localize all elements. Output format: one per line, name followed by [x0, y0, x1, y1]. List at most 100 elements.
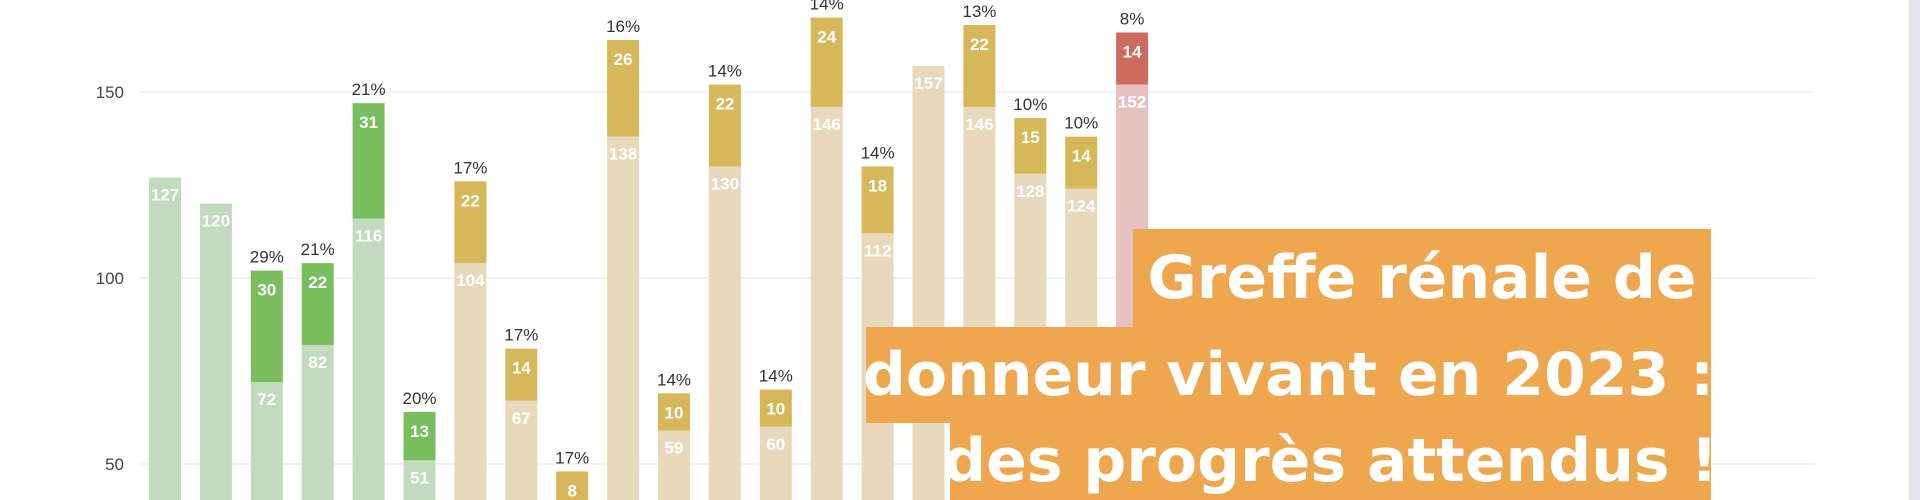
- bar-10: 138 26 16%: [606, 17, 640, 500]
- base-value-label: 146: [813, 115, 841, 134]
- percent-label: 21%: [352, 80, 386, 99]
- base-value-label: 51: [410, 468, 429, 487]
- top-value-label: 15: [1021, 128, 1040, 147]
- right-edge-strip: [1909, 0, 1920, 500]
- top-value-label: 14: [1072, 147, 1091, 166]
- bar-base-segment: [301, 344, 334, 500]
- base-value-label: 127: [151, 186, 179, 205]
- bar-base-segment: [454, 263, 487, 500]
- bar-top-segment: [607, 39, 640, 137]
- base-value-label: 116: [355, 226, 382, 245]
- percent-label: 20%: [402, 389, 436, 408]
- bar-top-segment: [759, 389, 792, 427]
- percent-label: 8%: [1120, 9, 1145, 28]
- bar-3: 72 30 29%: [250, 248, 284, 500]
- top-value-label: 18: [868, 176, 887, 195]
- bar-base-segment: [250, 382, 283, 500]
- base-value-label: 152: [1118, 93, 1146, 112]
- y-tick-label: 50: [105, 455, 124, 474]
- y-tick-label: 100: [96, 269, 124, 288]
- percent-label: 14%: [708, 62, 742, 81]
- top-value-label: 8: [567, 481, 576, 500]
- top-value-label: 14: [512, 359, 531, 378]
- bar-base-segment: [352, 218, 385, 500]
- bar-base-segment: [505, 400, 538, 500]
- bar-1: 127: [149, 177, 181, 500]
- bar-12: 130 22 14%: [708, 62, 742, 500]
- bar-top-segment: [1014, 118, 1047, 174]
- base-value-label: 112: [864, 241, 891, 260]
- banner-line-1: Greffe rénale de: [1133, 229, 1711, 327]
- percent-label: 13%: [962, 2, 996, 21]
- base-value-label: 59: [665, 439, 684, 458]
- bar-top-segment: [963, 25, 996, 107]
- base-value-label: 130: [711, 174, 739, 193]
- percent-label: 14%: [759, 367, 793, 386]
- top-value-label: 22: [308, 273, 327, 292]
- bar-2: 120: [199, 203, 232, 500]
- bar-base-segment: [810, 106, 843, 500]
- bar-top-segment: [861, 166, 894, 234]
- percent-label: 29%: [250, 248, 284, 267]
- bar-6: 51 13 20%: [402, 389, 437, 500]
- base-value-label: 104: [456, 271, 485, 290]
- bar-11: 59 10 14%: [657, 370, 691, 500]
- top-value-label: 30: [257, 281, 276, 300]
- base-value-label: 146: [965, 115, 993, 134]
- base-value-label: 72: [257, 390, 276, 409]
- bar-top-segment: [301, 263, 334, 345]
- bar-top-segment: [352, 103, 385, 219]
- y-tick-label: 150: [96, 83, 124, 102]
- top-value-label: 22: [461, 191, 480, 210]
- bar-4: 82 22 21%: [301, 240, 335, 500]
- base-value-label: 124: [1067, 197, 1096, 216]
- base-value-label: 157: [914, 74, 942, 93]
- percent-label: 17%: [555, 448, 589, 467]
- bar-base-segment: [912, 65, 945, 500]
- bar-top-segment: [250, 270, 283, 383]
- bar-top-segment: [505, 348, 538, 401]
- bar-7: 104 22 17%: [453, 158, 487, 500]
- bar-top-segment: [810, 17, 843, 107]
- top-value-label: 13: [410, 422, 429, 441]
- percent-label: 21%: [301, 240, 335, 259]
- banner-line-2: donneur vivant en 2023 :: [863, 327, 1714, 423]
- bar-base-segment: [199, 203, 232, 500]
- percent-label: 14%: [861, 143, 895, 162]
- base-value-label: 67: [512, 409, 531, 428]
- bar-top-segment: [708, 84, 741, 167]
- bar-8: 67 14 17%: [504, 326, 538, 500]
- percent-label: 10%: [1013, 95, 1047, 114]
- top-value-label: 10: [766, 400, 785, 419]
- bar-top-segment: [556, 471, 589, 500]
- bar-base-segment: [149, 177, 181, 500]
- bar-13: 60 10 14%: [759, 367, 793, 500]
- bar-15: 112 18 14%: [861, 143, 895, 500]
- base-value-label: 120: [202, 212, 230, 231]
- bar-top-segment: [403, 411, 436, 461]
- bar-base-segment: [607, 136, 640, 500]
- bar-14: 146 24 14%: [810, 0, 844, 500]
- base-value-label: 82: [308, 353, 327, 372]
- bar-top-segment: [454, 181, 487, 264]
- banner-line-3: des progrès attendus !: [943, 423, 1718, 500]
- top-value-label: 26: [614, 50, 633, 69]
- percent-label: 14%: [657, 370, 691, 389]
- bar-16: 157: [912, 65, 945, 500]
- bar-9: 8 17%: [555, 448, 589, 500]
- percent-label: 17%: [504, 326, 538, 345]
- base-value-label: 60: [766, 435, 785, 454]
- top-value-label: 31: [359, 113, 378, 132]
- top-value-label: 10: [665, 403, 684, 422]
- bar-top-segment: [1116, 32, 1149, 85]
- bar-5: 116 31 21%: [352, 80, 386, 500]
- percent-label: 16%: [606, 17, 640, 36]
- base-value-label: 138: [609, 145, 637, 164]
- bar-top-segment: [658, 393, 690, 431]
- top-value-label: 22: [970, 35, 989, 54]
- bar-base-segment: [708, 166, 741, 500]
- bar-top-segment: [1065, 136, 1098, 189]
- bar-base-segment: [759, 426, 792, 500]
- bar-base-segment: [658, 430, 690, 500]
- top-value-label: 22: [715, 95, 734, 114]
